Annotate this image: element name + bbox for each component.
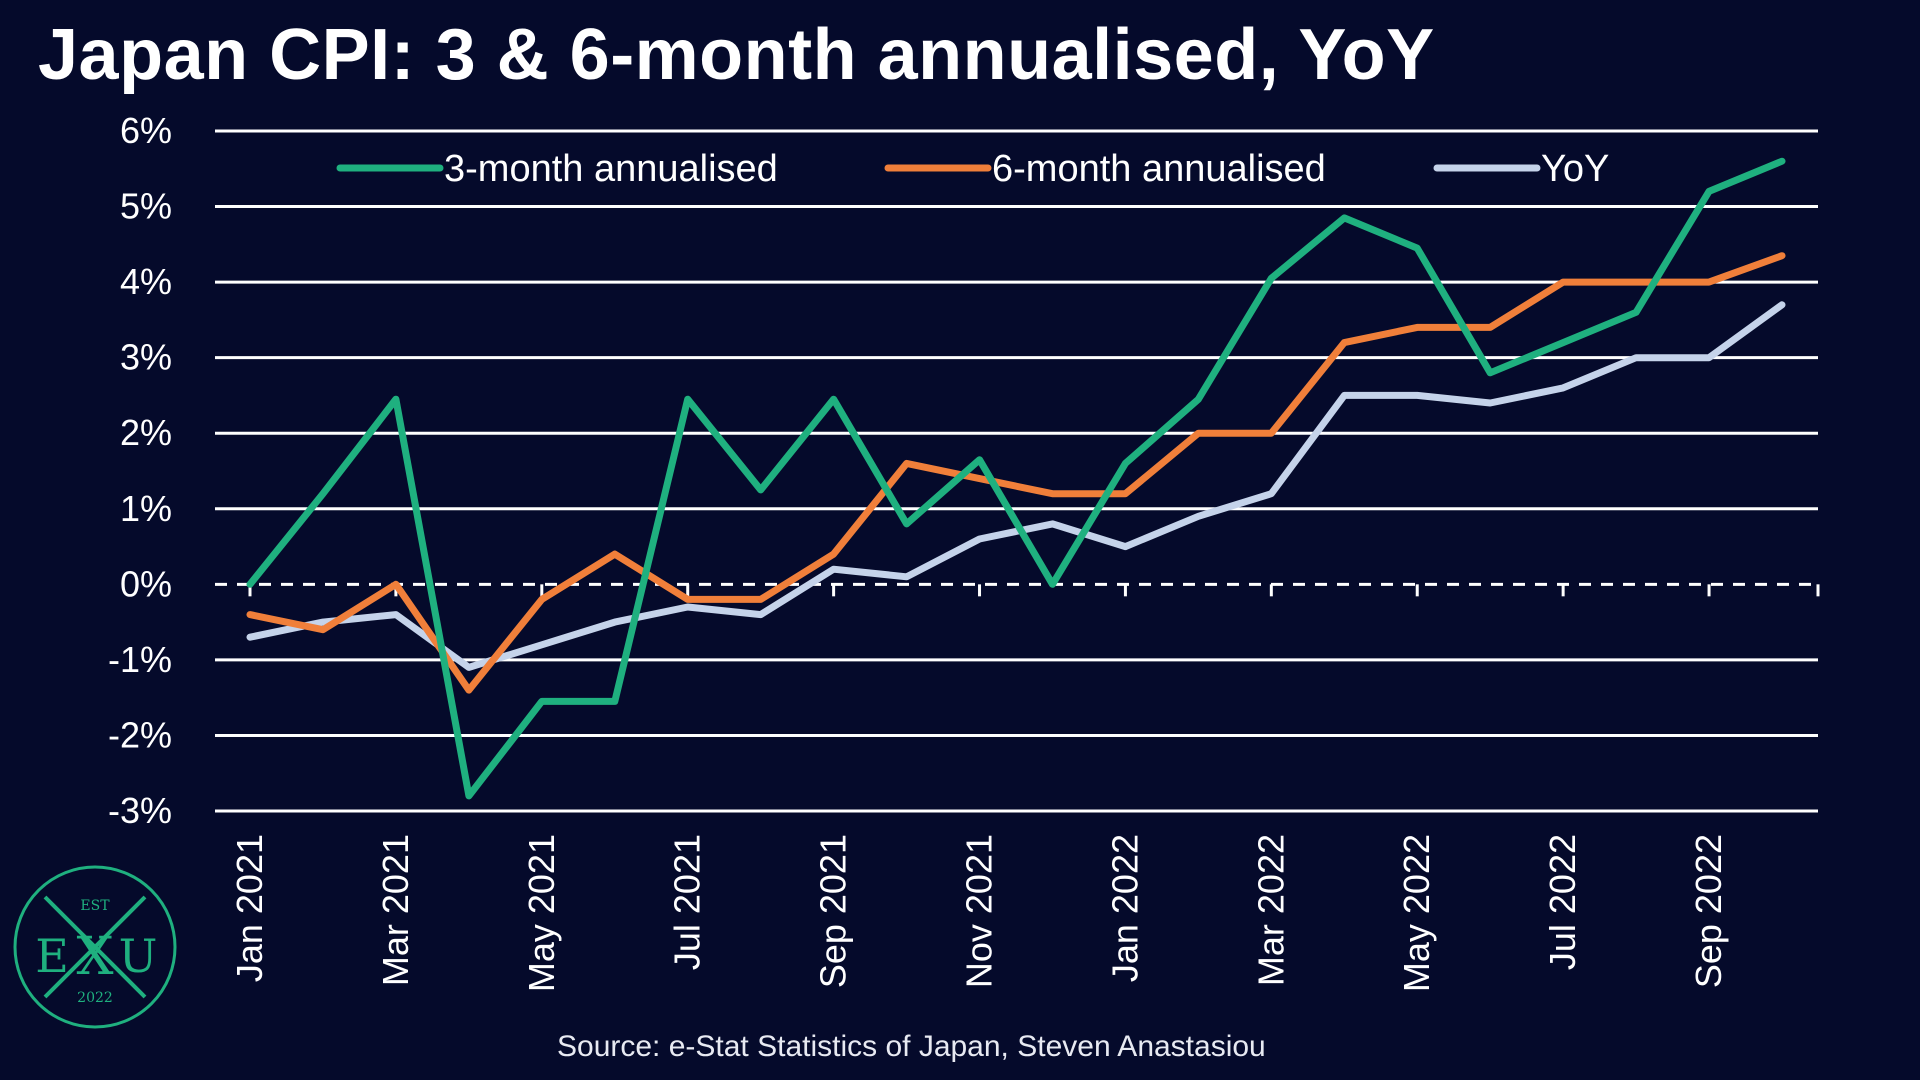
x-tick-label: Mar 2021 [375, 834, 416, 986]
x-tick-label: Nov 2021 [959, 834, 1000, 988]
y-tick-label: -3% [108, 790, 172, 831]
x-tick-label: Sep 2021 [813, 834, 854, 988]
y-tick-label: -1% [108, 639, 172, 680]
logo-year: 2022 [77, 990, 113, 1006]
y-tick-label: 5% [120, 186, 172, 227]
y-tick-label: 1% [120, 488, 172, 529]
y-tick-label: 3% [120, 337, 172, 378]
x-axis-tick-labels: Jan 2021 Mar 2021 May 2021 Jul 2021 Sep 2021… [229, 834, 1729, 992]
logo-est: EST [80, 898, 110, 914]
x-tick-label: Sep 2022 [1688, 834, 1729, 988]
x-tick-label: Jul 2021 [667, 834, 708, 970]
series-lines [246, 157, 1786, 800]
y-tick-label: -2% [108, 714, 172, 755]
logo-circle [13, 865, 177, 1029]
y-tick-label: 2% [120, 412, 172, 453]
y-axis-tick-labels: -3% -2% -1% 0% 1% 2% 3% 4% 5% 6% [108, 110, 172, 831]
x-tick-label: May 2022 [1396, 834, 1437, 992]
x-tick-label: Jul 2022 [1542, 834, 1583, 970]
x-tick-label: May 2021 [521, 834, 562, 992]
legend-label: YoY [1541, 148, 1609, 190]
series-line-3-month-annualised [246, 157, 1786, 800]
chart-title: Japan CPI: 3 & 6-month annualised, YoY [38, 15, 1435, 95]
logo-stroke-b [43, 895, 147, 999]
y-tick-label: 4% [120, 261, 172, 302]
exu-logo: EST E X U 2022 [13, 865, 177, 1029]
y-tick-label: 0% [120, 563, 172, 604]
legend: 3-month annualised 6-month annualised YoY [336, 148, 1609, 190]
source-note: Source: e-Stat Statistics of Japan, Stev… [557, 1030, 1266, 1063]
series-line-yoy [246, 301, 1786, 671]
logo-letter-x: X [76, 927, 113, 987]
legend-label: 3-month annualised [444, 148, 778, 190]
logo-letter-e: E [35, 929, 69, 983]
logo-letter-u: U [119, 929, 158, 983]
legend-label: 6-month annualised [992, 148, 1326, 190]
y-tick-label: 6% [120, 110, 172, 151]
x-tick-label: Jan 2022 [1104, 834, 1145, 982]
x-tick-label: Mar 2022 [1250, 834, 1291, 986]
x-tick-label: Jan 2021 [229, 834, 270, 982]
series-line-6-month-annualised [246, 252, 1786, 694]
